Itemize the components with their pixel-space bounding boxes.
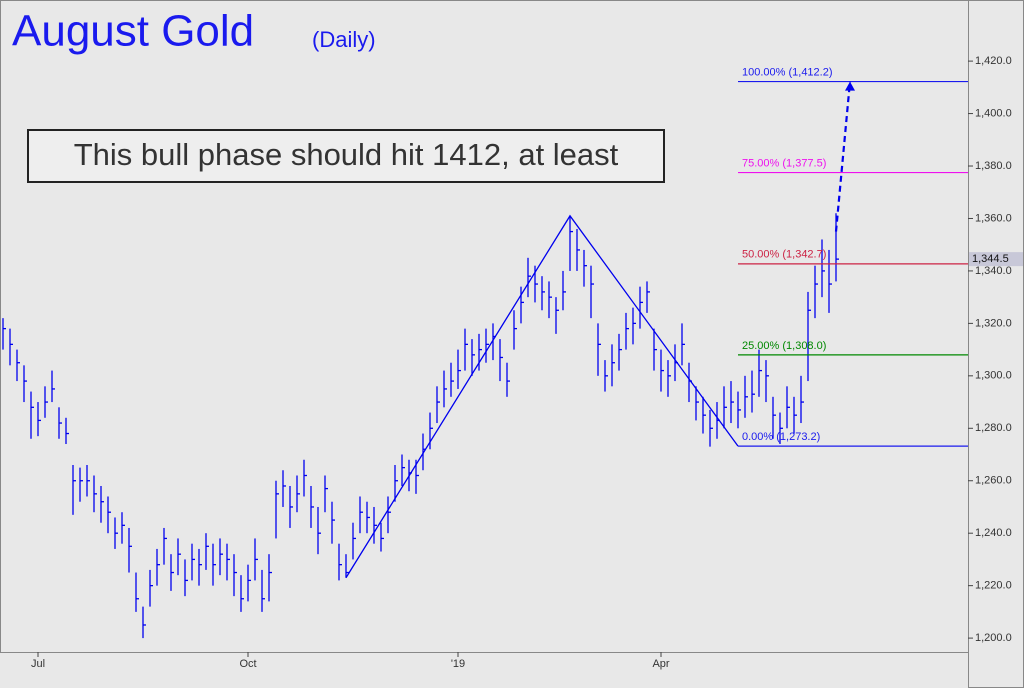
last-price-box xyxy=(969,252,1023,267)
projection-arrow xyxy=(834,81,852,232)
y-tick-label: 1,420.0 xyxy=(975,55,1012,67)
y-tick-label: 1,220.0 xyxy=(975,580,1012,592)
y-tick-label: 1,340.0 xyxy=(975,265,1012,277)
y-tick-label: 1,320.0 xyxy=(975,317,1012,329)
chart-title: August Gold xyxy=(12,7,254,56)
fib-label: 50.00% (1,342.7) xyxy=(742,249,826,261)
y-tick-label: 1,280.0 xyxy=(975,422,1012,434)
y-tick-label: 1,240.0 xyxy=(975,527,1012,539)
y-tick-label: 1,400.0 xyxy=(975,107,1012,119)
x-tick-label: Oct xyxy=(239,658,256,670)
last-price-label: 1,344.5 xyxy=(972,253,1009,265)
zigzag-line xyxy=(345,214,739,579)
x-tick-label: Jul xyxy=(31,658,45,670)
y-tick-label: 1,200.0 xyxy=(975,632,1012,644)
fib-label: 25.00% (1,308.0) xyxy=(742,340,826,352)
annotation: This bull phase should hit 1412, at leas… xyxy=(74,137,619,172)
chart-subtitle: (Daily) xyxy=(312,27,376,52)
fib-label: 100.00% (1,412.2) xyxy=(742,66,833,78)
y-tick-label: 1,380.0 xyxy=(975,160,1012,172)
annotation-box xyxy=(27,129,665,183)
fib-label: 0.00% (1,273.2) xyxy=(742,431,820,443)
x-tick-label: Apr xyxy=(652,658,669,670)
fib-label: 75.00% (1,377.5) xyxy=(742,157,826,169)
y-tick-label: 1,300.0 xyxy=(975,370,1012,382)
y-tick-label: 1,260.0 xyxy=(975,475,1012,487)
x-tick-label: '19 xyxy=(451,658,465,670)
y-tick-label: 1,360.0 xyxy=(975,212,1012,224)
arrow-head xyxy=(845,81,855,91)
